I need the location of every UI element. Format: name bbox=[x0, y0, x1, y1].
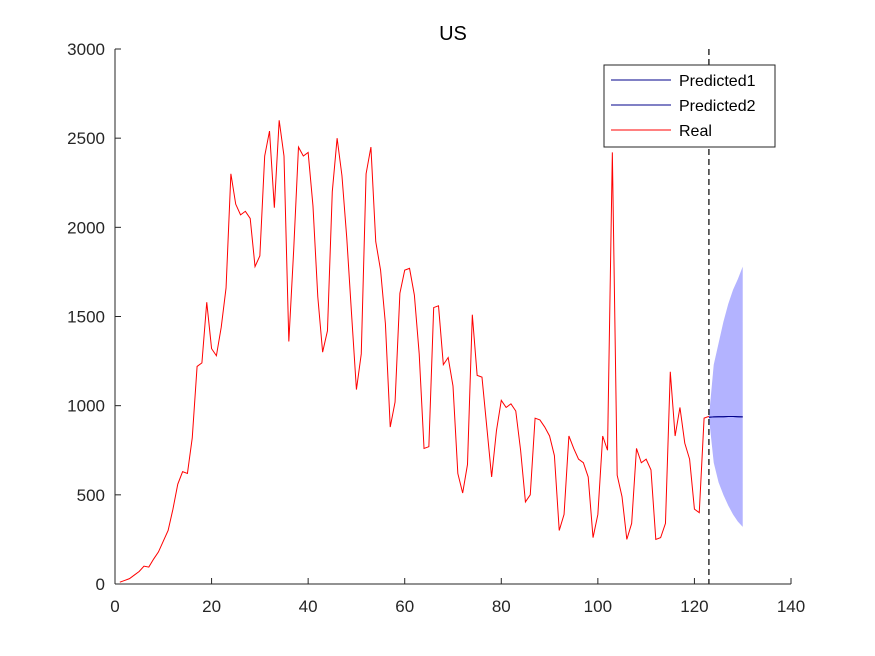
series-line-predicted2 bbox=[708, 416, 743, 418]
y-tick-label: 2500 bbox=[67, 129, 105, 148]
legend-label: Predicted1 bbox=[679, 73, 756, 90]
legend-label: Predicted2 bbox=[679, 98, 756, 115]
x-tick-label: 20 bbox=[202, 597, 221, 616]
y-tick-label: 0 bbox=[96, 575, 105, 594]
series-line-real bbox=[119, 120, 710, 583]
x-tick-label: 120 bbox=[680, 597, 708, 616]
legend-label: Real bbox=[679, 123, 712, 140]
x-tick-label: 0 bbox=[110, 597, 119, 616]
legend-box bbox=[603, 64, 776, 148]
chart-title: US bbox=[439, 23, 467, 45]
y-tick-label: 500 bbox=[77, 486, 105, 505]
y-tick-label: 1000 bbox=[67, 397, 105, 416]
y-tick-label: 1500 bbox=[67, 308, 105, 327]
x-tick-label: 100 bbox=[584, 597, 612, 616]
y-tick-label: 2000 bbox=[67, 218, 105, 237]
x-tick-label: 60 bbox=[395, 597, 414, 616]
x-tick-label: 40 bbox=[299, 597, 318, 616]
axes-layer: 0 20 40 60 80 100 120 140 0 500 1000 1500 2000 2500 30… bbox=[67, 40, 805, 616]
x-tick-label: 80 bbox=[492, 597, 511, 616]
series-layer bbox=[119, 120, 743, 583]
forecast-band-layer bbox=[708, 266, 743, 527]
legend: Predicted1 Predicted2 Real bbox=[603, 64, 776, 148]
uncertainty-band bbox=[708, 266, 743, 527]
y-tick-label: 3000 bbox=[67, 40, 105, 59]
x-tick-label: 140 bbox=[777, 597, 805, 616]
